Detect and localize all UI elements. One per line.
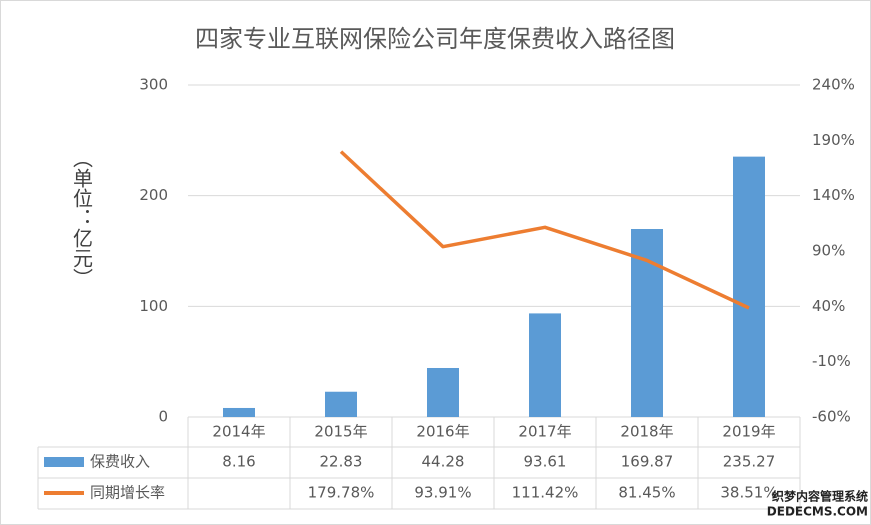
y2-tick-label: 40% [812, 297, 845, 315]
y2-tick-label: -10% [812, 352, 851, 370]
bar [529, 313, 561, 417]
chart-title: 四家专业互联网保险公司年度保费收入路径图 [195, 25, 675, 53]
bar [733, 156, 765, 418]
bar [427, 367, 459, 417]
x-tick-label: 2017年 [518, 423, 571, 441]
x-tick-label: 2016年 [416, 423, 469, 441]
y-tick-label: 100 [139, 297, 168, 315]
y2-tick-label: -60% [812, 408, 851, 426]
table-value: 93.91% [414, 484, 471, 502]
bar [223, 407, 255, 417]
table-value: 235.27 [723, 453, 776, 471]
table-value: 8.16 [222, 453, 255, 471]
x-tick-label: 2015年 [314, 423, 367, 441]
watermark: 织梦内容管理系统 [772, 489, 868, 504]
table-value: 81.45% [618, 484, 675, 502]
x-tick-label: 2014年 [212, 423, 265, 441]
y2-tick-label: 190% [812, 131, 855, 149]
table-value: 38.51% [720, 484, 777, 502]
table-value: 44.28 [422, 453, 465, 471]
x-tick-label: 2018年 [620, 423, 673, 441]
bar [325, 391, 357, 417]
y-axis-label: （单位：亿元） [70, 148, 94, 288]
y-tick-label: 200 [139, 186, 168, 204]
legend-label: 同期增长率 [90, 484, 165, 502]
table-value: 111.42% [512, 484, 579, 502]
line [339, 150, 750, 310]
data-table-grid [37, 416, 801, 510]
watermark: DEDECMS.COM [767, 505, 868, 519]
y-tick-label: 0 [158, 408, 168, 426]
x-tick-label: 2019年 [722, 423, 775, 441]
legend-label: 保费收入 [90, 453, 150, 471]
y2-tick-label: 90% [812, 242, 845, 260]
table-value: 169.87 [621, 453, 674, 471]
y-tick-label: 300 [139, 76, 168, 94]
table-value: 179.78% [308, 484, 375, 502]
table-value: 22.83 [320, 453, 363, 471]
legend-swatch [44, 457, 84, 467]
y2-tick-label: 240% [812, 76, 855, 94]
y2-tick-label: 140% [812, 186, 855, 204]
table-value: 93.61 [524, 453, 567, 471]
